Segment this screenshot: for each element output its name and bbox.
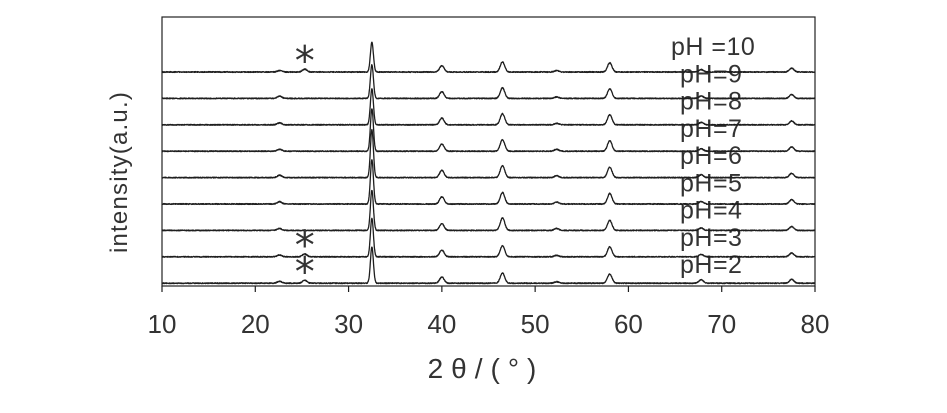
x-tick-label-20: 20 [241,309,270,339]
impurity-marker-ph-2: * [295,250,315,296]
x-tick-label-10: 10 [148,309,177,339]
x-axis-label: 2θ/(°) [428,353,545,384]
x-tick-label-50: 50 [521,309,550,339]
series-line-ph-4 [161,189,816,232]
series-line-ph-10 [161,41,816,74]
y-axis-label: intensity(a.u.) [106,91,133,253]
series-label-ph-5: pH=5 [680,169,742,197]
series-line-ph-8 [161,88,816,126]
series-line-ph-5 [161,159,816,206]
series-label-ph-8: pH=8 [680,88,742,116]
series-label-ph-9: pH=9 [680,60,742,88]
impurity-marker-ph-3: * [295,223,315,269]
series-label-ph-3: pH=3 [680,224,742,252]
series-label-ph-2: pH=2 [680,251,742,279]
series-label-ph-10: pH =10 [671,33,755,61]
impurity-marker-ph-10: * [295,38,315,84]
x-tick-label-40: 40 [427,309,456,339]
series-line-ph-6 [161,128,816,179]
x-tick-label-60: 60 [614,309,643,339]
series-label-ph-7: pH=7 [680,115,742,143]
x-tick-label-70: 70 [707,309,736,339]
series-line-ph-7 [161,108,816,153]
impurity-markers: *** [295,38,315,295]
x-tick-label-30: 30 [334,309,363,339]
series-label-ph-4: pH=4 [680,197,742,225]
series-label-ph-6: pH=6 [680,142,742,170]
series-line-ph-9 [161,64,816,100]
series-lines [161,41,816,285]
x-tick-label-80: 80 [801,309,830,339]
series-line-ph-2 [161,246,816,285]
x-axis-ticks: 10 20 30 40 50 60 70 80 [148,286,830,339]
series-line-ph-3 [161,217,816,258]
